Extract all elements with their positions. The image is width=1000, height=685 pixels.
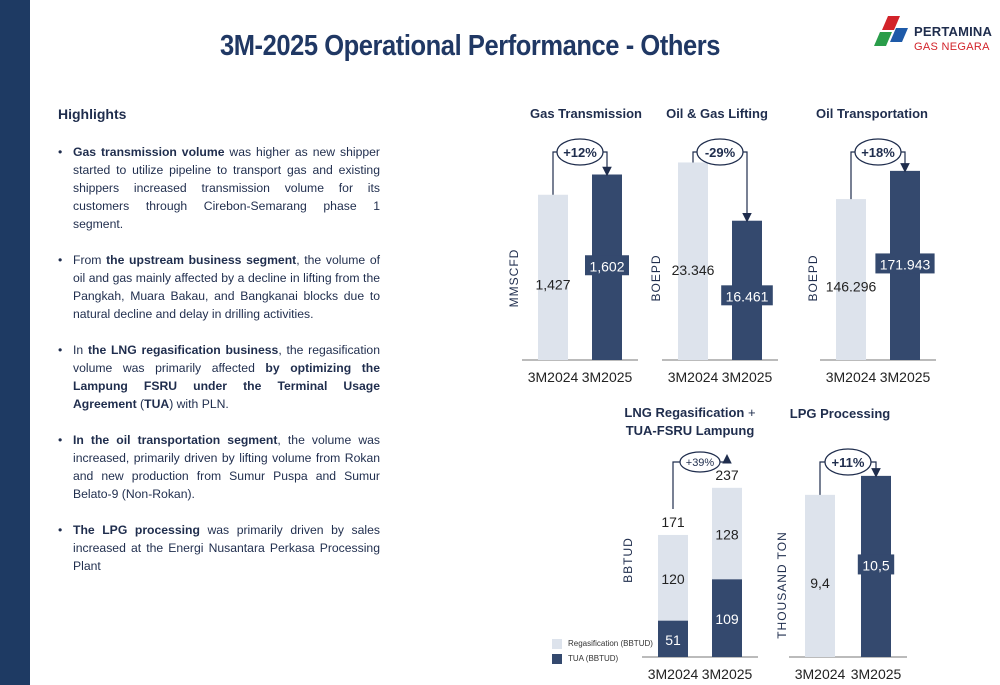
change-pill-lng-regasification	[679, 451, 721, 473]
data-label-lng-regasification-regas-1: 128	[715, 527, 739, 543]
change-label-gas-transmission: +12%	[563, 145, 597, 160]
category-label-lpg-processing-0: 3M2024	[795, 666, 846, 682]
data-label-bg-gas-transmission-1	[585, 255, 629, 276]
data-label-oil-transportation-0: 146.296	[826, 279, 877, 295]
legend-item-regasification: Regasification (BBTUD)	[552, 636, 653, 651]
change-label-lng-regasification: +39%	[686, 457, 715, 469]
legend-swatch-regasification	[552, 638, 562, 649]
legend-swatch-tua	[552, 653, 562, 664]
bar-lng-regasification-tua-0	[658, 620, 688, 657]
highlight-item: • Gas transmission volume was higher as n…	[58, 145, 380, 231]
category-label-lpg-processing-1: 3M2025	[851, 666, 902, 682]
change-pill-oil-gas-lifting	[696, 138, 744, 166]
chart-title-lpg-processing: LPG Processing	[789, 406, 891, 421]
data-label-bg-oil-gas-lifting-1	[721, 285, 773, 306]
ylabel-oil-gas-lifting: BOEPD	[649, 254, 663, 301]
change-label-lpg-processing: +11%	[832, 455, 865, 470]
change-pill-oil-transportation	[854, 138, 902, 166]
change-pill-gas-transmission	[556, 138, 604, 166]
bar-oil-gas-lifting-0	[678, 162, 708, 360]
data-label-bg-oil-transportation-1	[875, 253, 935, 274]
highlight-item: • From the upstream business segment, the…	[58, 253, 380, 321]
data-label-bg-lpg-processing-1	[857, 554, 895, 575]
bar-gas-transmission-0	[538, 194, 568, 360]
data-label-oil-gas-lifting-1: 16.461	[726, 288, 769, 304]
bar-lng-regasification-regas-0	[658, 534, 688, 621]
change-pill-lpg-processing	[824, 448, 872, 476]
ylabel-lpg-processing: THOUSAND TON	[775, 531, 789, 639]
highlights-title: Highlights	[58, 106, 127, 122]
highlight-item: • In the oil transportation segment, the …	[58, 433, 380, 501]
bar-lng-regasification-tua-1	[712, 579, 742, 657]
ylabel-lng-regasification: BBTUD	[621, 537, 635, 583]
category-label-oil-transportation-1: 3M2025	[880, 369, 931, 385]
bar-oil-transportation-0	[836, 199, 866, 360]
chart-title-oil-gas-lifting: Oil & Gas Lifting	[666, 106, 768, 121]
data-label-gas-transmission-0: 1,427	[535, 277, 570, 293]
data-label-oil-transportation-1: 171.943	[880, 256, 931, 272]
highlight-item: • In the LNG regasification business, the…	[58, 343, 380, 411]
category-label-oil-transportation-0: 3M2024	[826, 369, 877, 385]
total-label-lng-regasification-0: 171	[661, 514, 685, 530]
data-label-oil-gas-lifting-0: 23.346	[672, 262, 715, 278]
data-label-lng-regasification-tua-1: 109	[715, 611, 739, 627]
chart-title-gas-transmission: Gas Transmission	[530, 106, 642, 121]
sidebar-stripe	[0, 0, 30, 685]
category-label-gas-transmission-0: 3M2024	[528, 369, 579, 385]
logo-name: PERTAMINA	[914, 24, 993, 39]
highlights-list: • Gas transmission volume was higher as n…	[58, 143, 380, 593]
total-label-lng-regasification-1: 237	[715, 467, 739, 483]
highlight-item: • The LPG processing was primarily driven…	[58, 523, 380, 573]
bar-lng-regasification-regas-1	[712, 487, 742, 580]
data-label-lpg-processing-1: 10,5	[862, 557, 889, 573]
data-label-lpg-processing-0: 9,4	[810, 575, 830, 591]
chart-title-oil-transportation: Oil Transportation	[816, 106, 928, 121]
category-label-oil-gas-lifting-1: 3M2025	[722, 369, 773, 385]
legend-item-tua: TUA (BBTUD)	[552, 651, 653, 666]
data-label-lng-regasification-tua-0: 51	[665, 632, 681, 648]
category-label-lng-regasification-1: 3M2025	[702, 666, 753, 682]
category-label-lng-regasification-0: 3M2024	[648, 666, 699, 682]
pertamina-logo-icon	[874, 16, 908, 46]
legend-label-regasification: Regasification (BBTUD)	[568, 639, 653, 648]
chart-title-lng-regasification: LNG Regasification + TUA-FSRU Lampung	[624, 405, 756, 438]
ylabel-oil-transportation: BOEPD	[806, 254, 820, 301]
category-label-oil-gas-lifting-0: 3M2024	[668, 369, 719, 385]
lng-legend: Regasification (BBTUD) TUA (BBTUD)	[552, 636, 653, 666]
page-title: 3M-2025 Operational Performance - Others	[219, 30, 721, 62]
bar-lpg-processing-0	[805, 494, 835, 657]
ylabel-gas-transmission: MMSCFD	[507, 249, 521, 308]
company-logo: PERTAMINA GAS NEGARA	[874, 14, 994, 62]
category-label-gas-transmission-1: 3M2025	[582, 369, 633, 385]
change-label-oil-transportation: +18%	[861, 145, 895, 160]
data-label-gas-transmission-1: 1,602	[589, 258, 624, 274]
data-label-lng-regasification-regas-0: 120	[661, 571, 685, 587]
legend-label-tua: TUA (BBTUD)	[568, 654, 619, 663]
change-label-oil-gas-lifting: -29%	[705, 145, 736, 160]
logo-subname: GAS NEGARA	[914, 41, 990, 53]
